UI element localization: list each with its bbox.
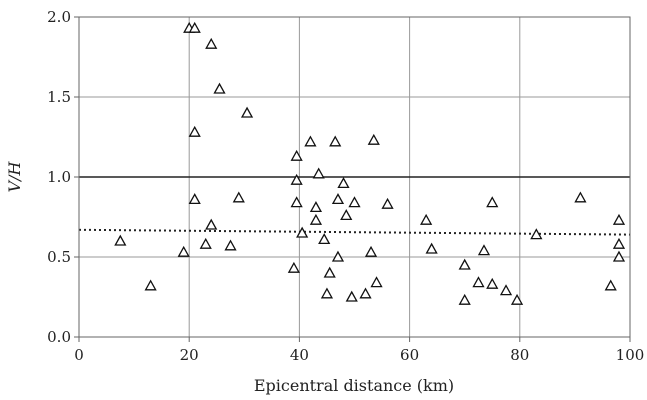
data-point	[114, 234, 127, 246]
y-tick-label: 2.0	[47, 8, 71, 26]
data-point	[304, 135, 317, 147]
data-point	[340, 209, 353, 221]
x-tick-label: 80	[510, 346, 529, 364]
x-axis-ticks: 0 20 40 60 80 100	[74, 337, 644, 364]
data-point	[296, 226, 309, 238]
y-tick-label: 0.5	[47, 248, 71, 266]
data-point	[240, 106, 254, 118]
data-point	[224, 239, 237, 251]
data-point	[486, 196, 499, 208]
data-point	[331, 250, 345, 262]
data-point	[612, 237, 626, 249]
y-tick-label: 1.5	[47, 88, 71, 106]
x-tick-label: 0	[74, 346, 84, 364]
data-point	[309, 201, 323, 213]
data-point	[337, 177, 350, 189]
data-point	[486, 277, 499, 289]
trend-line-layer	[78, 228, 631, 236]
data-point	[458, 258, 471, 270]
data-point	[472, 276, 485, 288]
data-point	[199, 237, 212, 249]
data-point	[290, 196, 303, 208]
data-point	[331, 193, 345, 205]
data-point	[345, 290, 358, 302]
data-point	[312, 167, 325, 179]
data-points	[114, 21, 626, 305]
data-point	[612, 213, 626, 225]
data-point	[232, 191, 245, 203]
data-point	[425, 242, 438, 254]
data-point	[367, 133, 380, 145]
y-tick-label: 1.0	[47, 168, 71, 186]
x-tick-label: 100	[616, 346, 645, 364]
data-point	[213, 82, 226, 94]
x-tick-label: 20	[180, 346, 199, 364]
data-point	[359, 287, 372, 299]
data-point	[205, 218, 218, 230]
data-point	[290, 149, 303, 161]
data-point	[381, 197, 394, 209]
data-point	[287, 261, 300, 273]
y-axis-ticks: 0.0 0.5 1.0 1.5 2.0	[47, 8, 79, 346]
data-point	[348, 196, 361, 208]
data-point	[177, 245, 190, 257]
data-point	[604, 279, 617, 291]
y-axis-title: V/H	[5, 161, 24, 193]
data-point	[574, 191, 587, 203]
data-point	[323, 266, 336, 278]
x-tick-label: 40	[290, 346, 309, 364]
data-point	[309, 213, 323, 225]
data-point	[188, 193, 201, 205]
y-tick-label: 0.0	[47, 328, 71, 346]
data-point	[320, 287, 334, 299]
data-point	[477, 244, 491, 256]
data-point	[420, 213, 433, 225]
data-point	[188, 125, 201, 137]
data-point	[188, 21, 201, 33]
data-point	[510, 293, 524, 305]
data-point	[144, 279, 157, 291]
x-axis-title: Epicentral distance (km)	[254, 376, 454, 395]
data-point	[612, 250, 626, 262]
data-point	[290, 173, 303, 185]
data-point	[370, 276, 383, 288]
data-point	[205, 37, 218, 49]
grid	[79, 17, 630, 337]
data-point	[458, 293, 471, 305]
data-point	[318, 233, 331, 245]
trend-line	[78, 228, 631, 236]
data-point	[364, 245, 378, 257]
data-point	[499, 284, 513, 296]
x-tick-label: 60	[400, 346, 419, 364]
data-point	[329, 135, 342, 147]
data-point	[530, 228, 543, 240]
